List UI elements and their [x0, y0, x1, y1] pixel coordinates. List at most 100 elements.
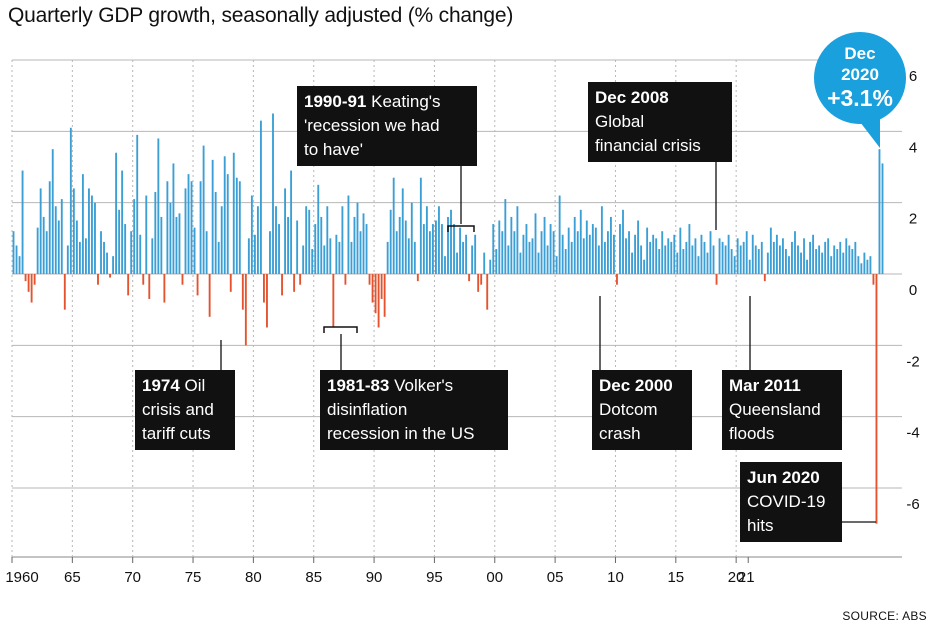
bubble-line1: Dec — [844, 44, 875, 63]
y-tick-label: -2 — [906, 353, 919, 370]
callout-text: tariff cuts — [142, 424, 211, 443]
gdp-bar — [389, 209, 392, 274]
gdp-bar — [519, 252, 522, 274]
gdp-bar — [567, 227, 570, 274]
gdp-bar — [84, 238, 87, 274]
gdp-bar — [522, 234, 525, 274]
gdp-bar — [314, 224, 317, 274]
gdp-bar — [640, 245, 643, 274]
gdp-bar — [537, 252, 540, 274]
gdp-bar — [727, 234, 730, 274]
bracket-1990-91 — [447, 225, 475, 232]
gdp-bar — [350, 241, 353, 274]
source-note: SOURCE: ABS — [842, 609, 927, 623]
callout-text: 'recession we had — [304, 116, 440, 135]
gdp-bar — [256, 206, 259, 274]
gdp-bar — [431, 224, 434, 274]
callout-text: recession in the US — [327, 424, 474, 443]
gdp-bar — [459, 227, 462, 274]
gdp-bar — [359, 231, 362, 274]
gdp-bar — [679, 227, 682, 274]
callout-text: Global — [595, 112, 644, 131]
gdp-bar — [444, 256, 446, 274]
gdp-bar — [305, 206, 308, 274]
bubble-circle — [814, 32, 906, 124]
callout-box — [588, 82, 732, 162]
gdp-bar — [154, 191, 157, 274]
gdp-bar — [362, 213, 365, 274]
gdp-bar — [468, 274, 471, 282]
gdp-bar — [691, 245, 694, 274]
gdp-bar — [471, 245, 474, 274]
gdp-bar — [136, 134, 139, 274]
gdp-bar — [419, 177, 422, 274]
gdp-bar — [733, 256, 736, 274]
gdp-bar — [308, 209, 311, 274]
gdp-bar — [275, 206, 277, 274]
gdp-bar — [688, 224, 691, 274]
gdp-bar — [649, 241, 652, 274]
gdp-bar — [869, 256, 872, 274]
gdp-bar — [736, 238, 739, 274]
gdp-bar — [235, 177, 238, 274]
callout-text: 1974 Oil — [142, 376, 205, 395]
callout-text: financial crisis — [595, 136, 701, 155]
gdp-bar — [88, 188, 90, 274]
gdp-bar — [287, 216, 290, 274]
gdp-bar — [600, 206, 603, 274]
gdp-bar — [585, 220, 588, 274]
gdp-bar — [413, 241, 416, 274]
gdp-bar — [386, 241, 389, 274]
gdp-bar — [278, 224, 280, 274]
gdp-bar — [97, 274, 99, 285]
callout-text: Dec 2008 — [595, 88, 669, 107]
gdp-bar — [712, 245, 715, 274]
gdp-bar — [609, 216, 612, 274]
gdp-bar — [326, 206, 329, 274]
gdp-bar — [824, 241, 827, 274]
gdp-bar — [570, 241, 573, 274]
gdp-bar — [48, 181, 51, 274]
gdp-bar — [196, 274, 199, 296]
x-tick-label: 95 — [426, 569, 443, 586]
gdp-bar — [878, 149, 881, 274]
gdp-bar — [754, 245, 757, 274]
gdp-bar — [631, 252, 633, 274]
gdp-bar — [818, 245, 821, 274]
gdp-bar — [272, 113, 274, 274]
gdp-bar — [781, 238, 784, 274]
x-tick-label: 75 — [185, 569, 202, 586]
gdp-bar — [284, 188, 287, 274]
gdp-bar — [193, 227, 196, 274]
gdp-bar — [118, 209, 121, 274]
gdp-bar — [652, 234, 655, 274]
gdp-bar — [534, 213, 537, 274]
gdp-bar — [311, 249, 314, 274]
gdp-bar — [181, 274, 184, 285]
y-tick-label: 4 — [909, 139, 917, 156]
gdp-bar — [851, 249, 854, 274]
gdp-bar — [465, 234, 468, 274]
y-tick-label: 0 — [909, 282, 917, 299]
gdp-bar — [730, 249, 733, 274]
gdp-bar — [664, 245, 667, 274]
gdp-bar — [250, 195, 253, 274]
gdp-bar — [238, 181, 241, 274]
gdp-bar — [682, 249, 685, 274]
gdp-bar — [172, 163, 175, 274]
gdp-bar — [634, 234, 637, 274]
x-tick-label: 65 — [64, 569, 81, 586]
callout-box — [592, 370, 692, 450]
gdp-bar — [504, 199, 507, 274]
gdp-bar — [552, 231, 555, 274]
gdp-bar — [836, 249, 839, 274]
gdp-bar — [561, 234, 564, 274]
gdp-bar — [72, 188, 75, 274]
bracket-1981-83 — [323, 326, 358, 333]
gdp-bar — [564, 249, 567, 274]
gdp-bar — [438, 206, 440, 274]
gdp-bar — [42, 216, 45, 274]
gdp-bar — [676, 252, 679, 274]
gdp-bar — [748, 259, 751, 274]
gdp-bar — [269, 231, 271, 274]
